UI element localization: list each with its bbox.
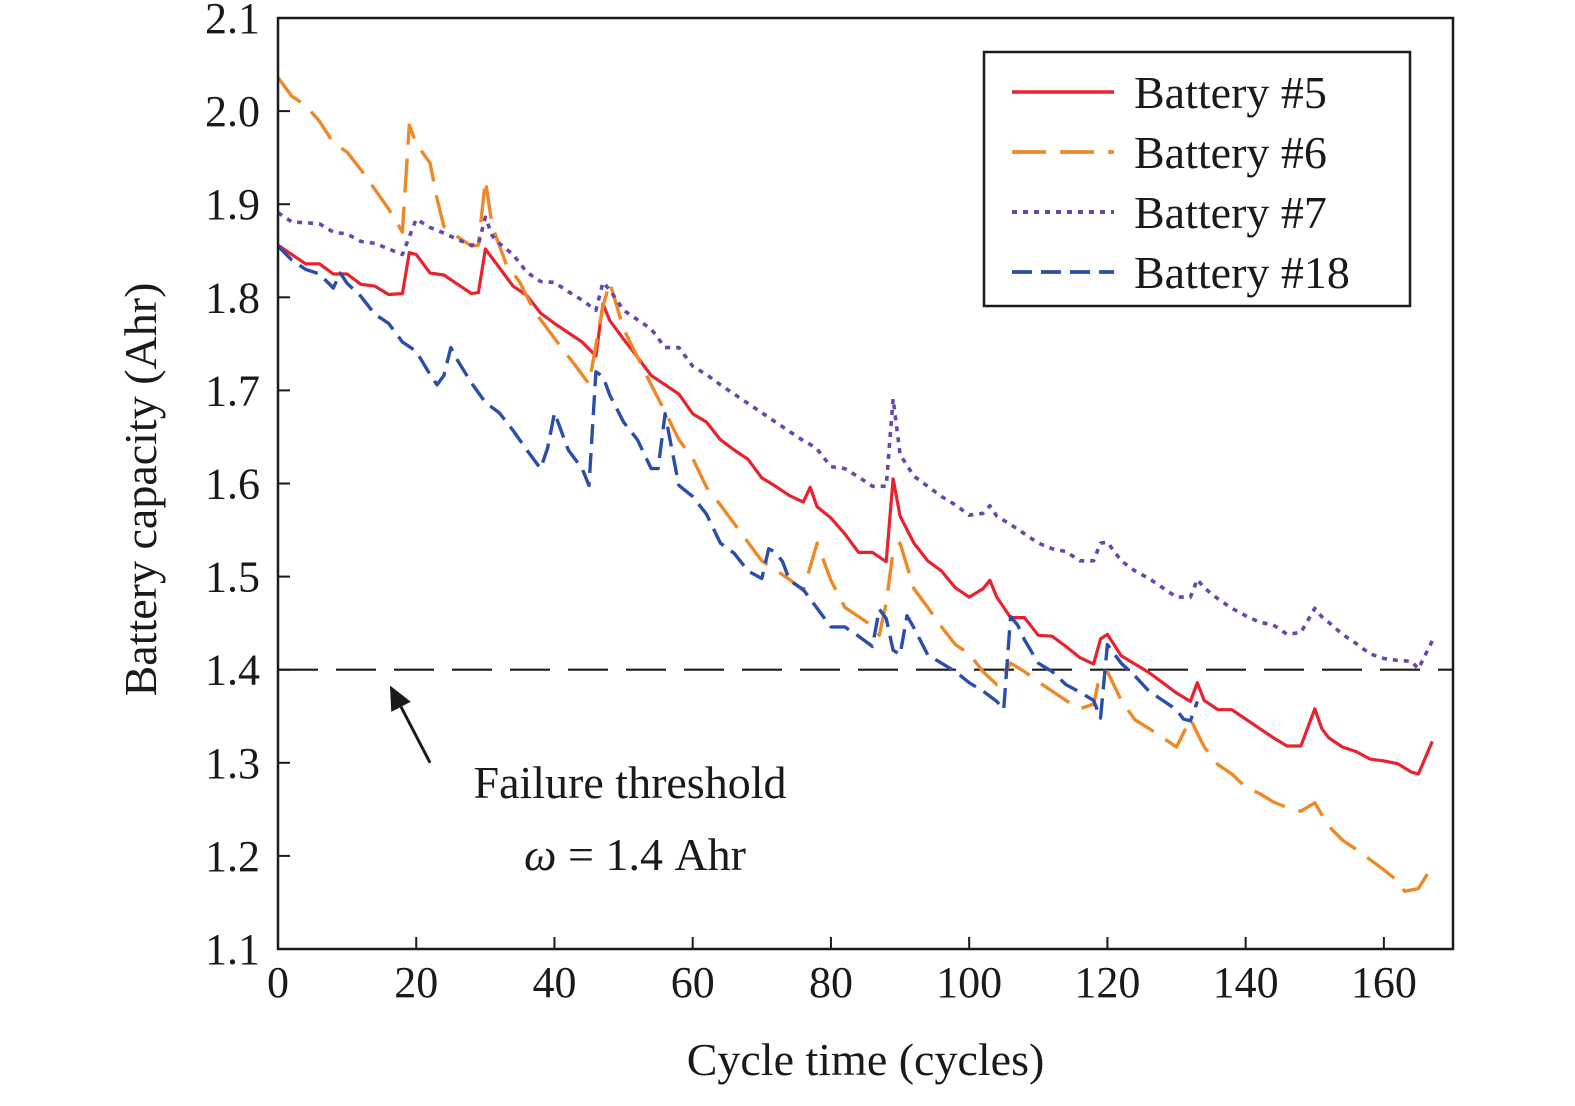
y-tick-label: 1.8 [205,273,260,322]
y-tick-label: 1.2 [205,832,260,881]
x-tick-label: 100 [936,958,1002,1007]
series-line-2 [276,76,1434,893]
y-tick-label: 1.1 [205,925,260,974]
y-axis-title: Battery capacity (Ahr) [115,283,166,697]
y-tick-label: 2.0 [205,87,260,136]
legend-item: Battery #5 [1012,67,1327,118]
y-tick-label: 1.6 [205,460,260,509]
x-tick-label: 120 [1074,958,1140,1007]
series-line-4 [276,244,1199,723]
x-tick-label: 80 [809,958,853,1007]
legend-item: Battery #18 [1012,247,1350,298]
legend-label: Battery #7 [1134,187,1327,238]
x-tick-label: 60 [671,958,715,1007]
threshold-arrowhead [389,685,411,712]
y-tick-label: 1.3 [205,739,260,788]
x-tick-label: 160 [1351,958,1417,1007]
x-tick-label: 20 [394,958,438,1007]
x-tick-label: 140 [1213,958,1279,1007]
threshold-value-label: ω = 1.4 Ahr [524,829,746,880]
legend-item: Battery #6 [1012,127,1327,178]
legend-item: Battery #7 [1012,187,1327,238]
legend-box [982,50,1412,308]
y-tick-label: 1.7 [205,366,260,415]
y-tick-label: 1.4 [205,646,260,695]
x-tick-label: 40 [532,958,576,1007]
threshold-annotation: Failure threshold ω = 1.4 Ahr [389,685,787,880]
threshold-arrow [399,706,432,764]
y-tick-label: 1.5 [205,553,260,602]
y-tick-label: 1.9 [205,180,260,229]
threshold-value-text: = 1.4 Ahr [557,829,746,880]
legend-label: Battery #5 [1134,67,1327,118]
legend-label: Battery #6 [1134,127,1327,178]
series-line-1 [277,243,1434,776]
series-line-3 [276,211,1434,671]
legend-label: Battery #18 [1134,247,1350,298]
y-tick-label: 2.1 [205,0,260,43]
legend: Battery #5 Battery #6 Battery #7 Battery #1… [982,50,1412,308]
x-axis-title: Cycle time (cycles) [687,1034,1045,1085]
omega-symbol: ω [524,829,556,880]
x-tick-label: 0 [267,958,289,1007]
threshold-label: Failure threshold [474,757,787,808]
